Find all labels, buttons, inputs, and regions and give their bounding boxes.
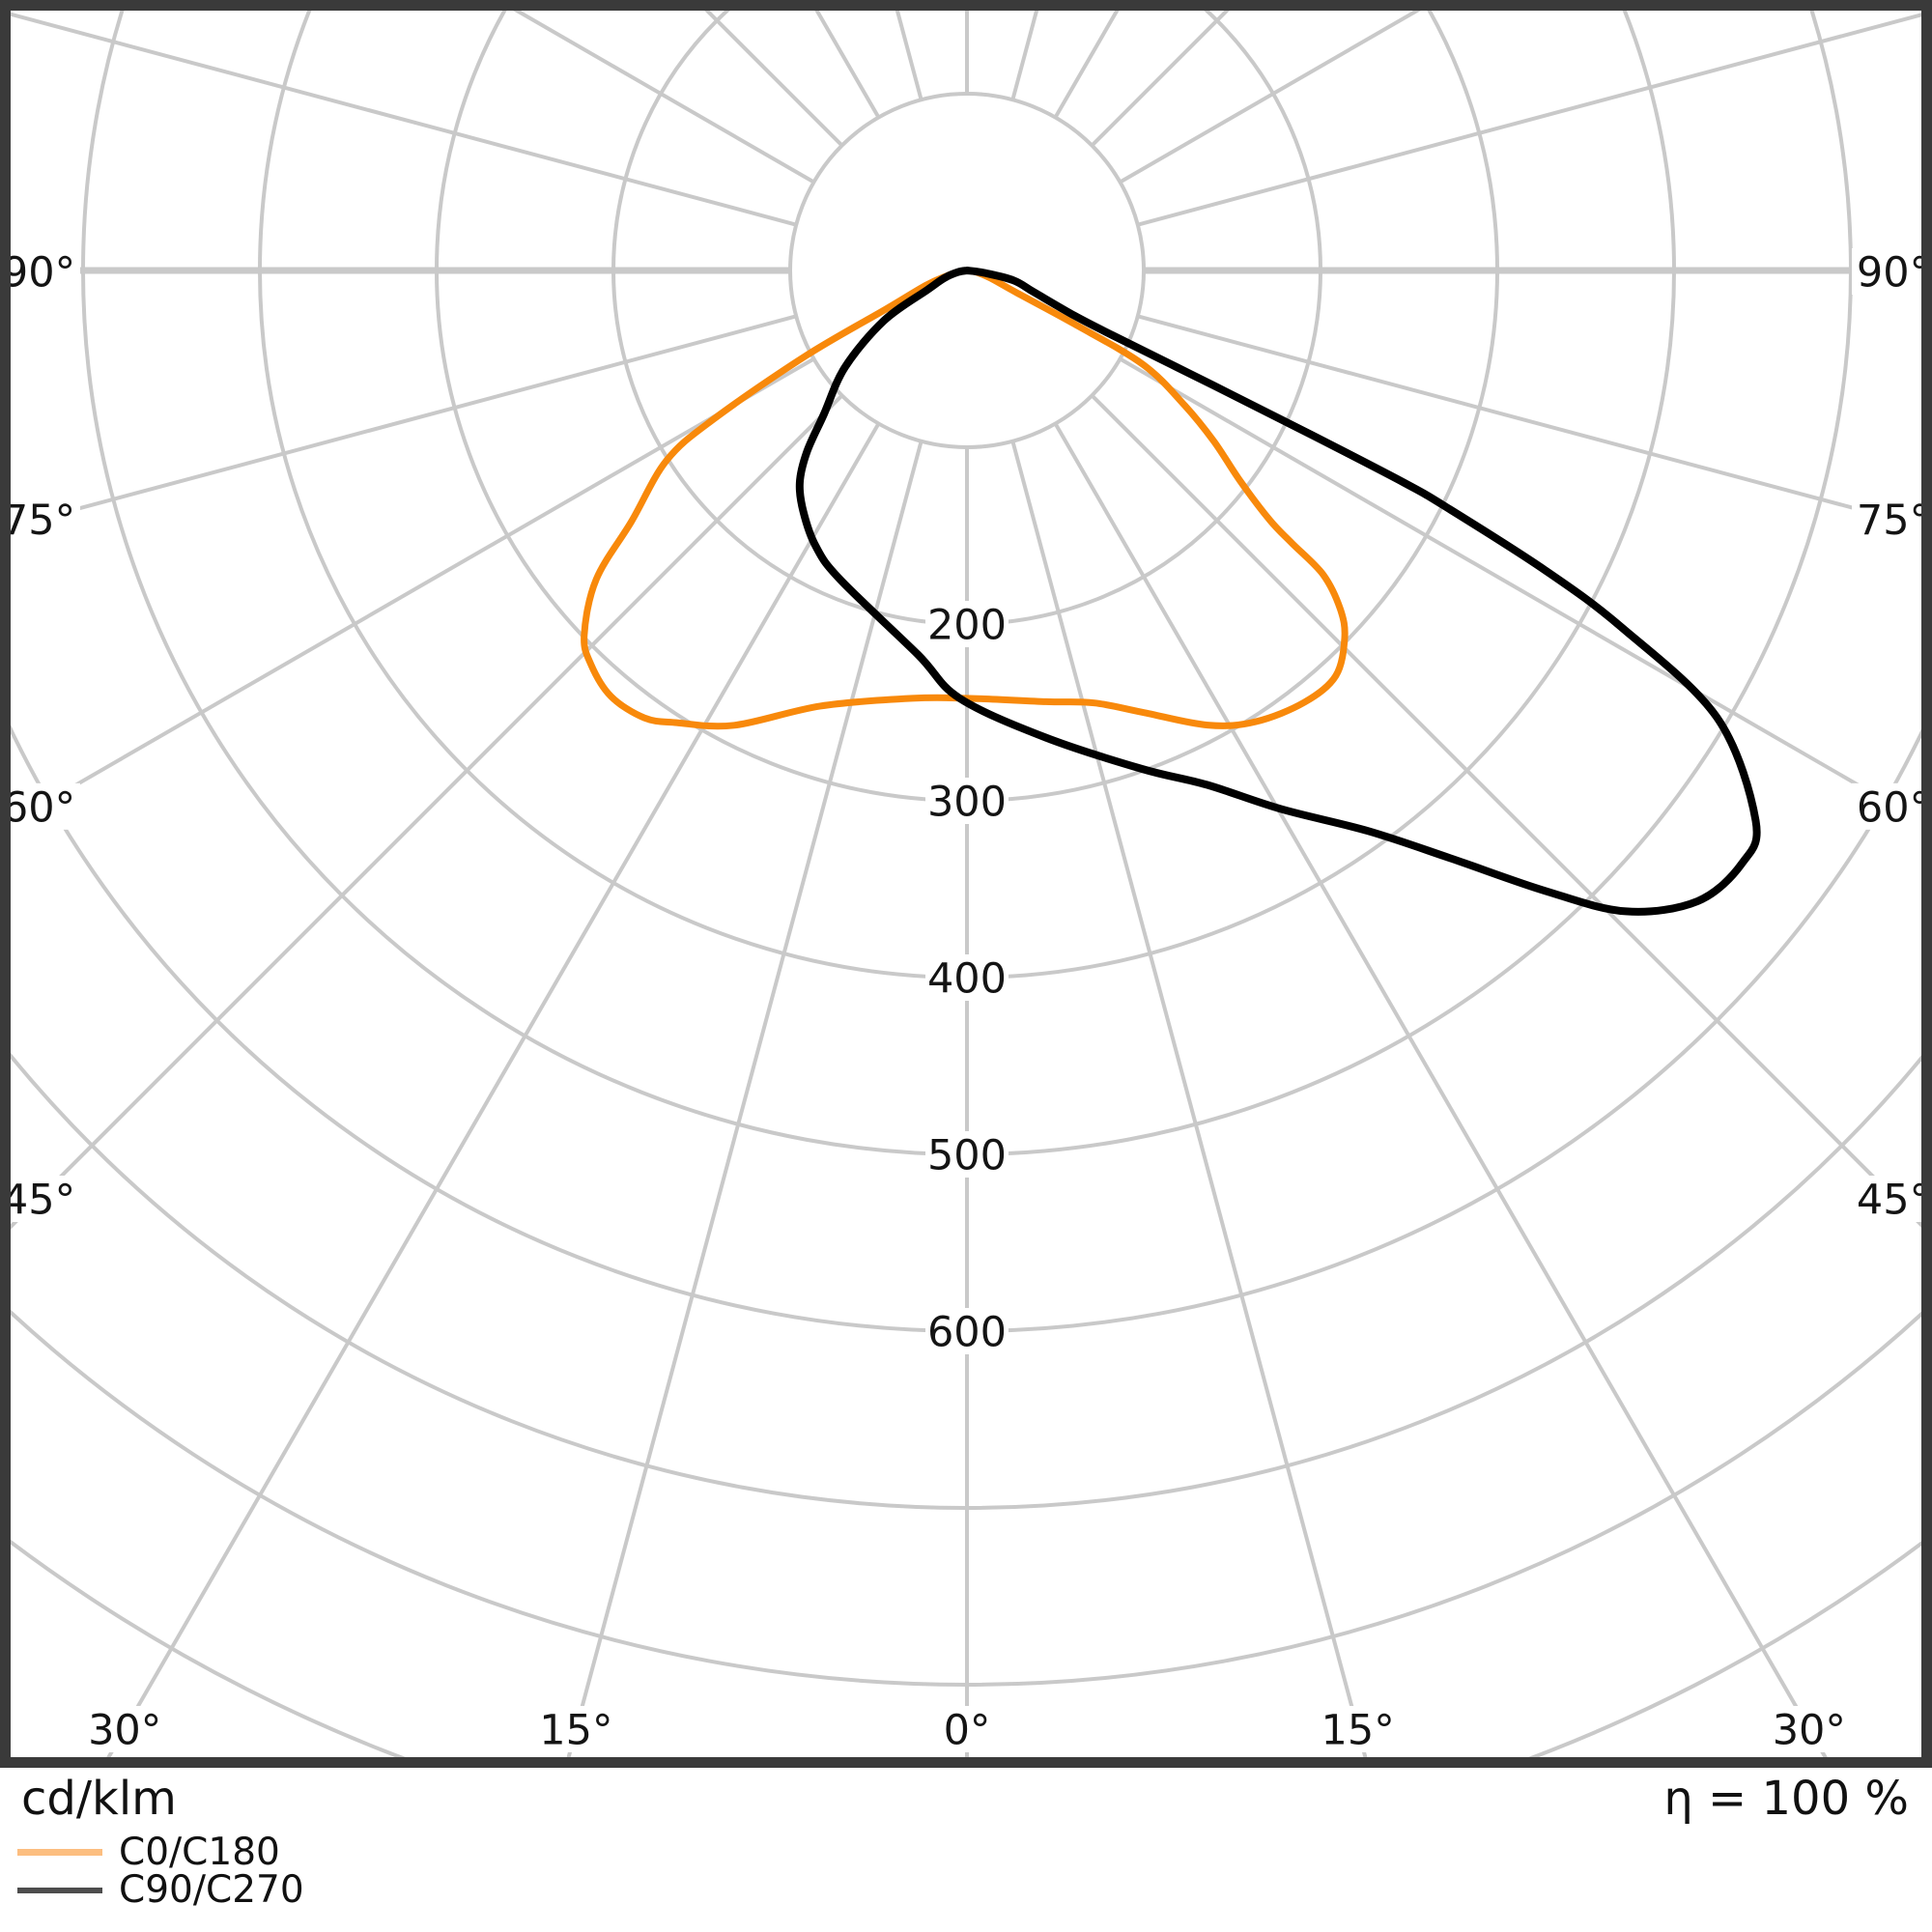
footer-row: cd/klm η = 100 % — [0, 1772, 1932, 1826]
radial-tick-label-bg — [925, 601, 1009, 647]
tick-labels: 200 300 400 500 600 90° 90° 75° 75° 60° 60° 45° 45° 3… — [0, 248, 1932, 1754]
angle-label-right-bg — [1852, 496, 1932, 543]
legend-row-c0-c180: C0/C180 — [17, 1833, 304, 1871]
radial-tick-label-bg — [925, 1131, 1009, 1178]
radial-tick-label-bg — [925, 778, 1009, 824]
angle-label-left-bg — [0, 248, 80, 295]
c0-c180-curve — [581, 267, 1349, 730]
angle-label-bottom-bg — [1316, 1706, 1400, 1752]
intensity-curves — [581, 267, 1761, 916]
legend: C0/C180 C90/C270 — [17, 1833, 304, 1909]
radial-tick-label: 500 — [927, 1131, 1007, 1179]
efficiency-label: η = 100 % — [1663, 1772, 1909, 1826]
angle-label-right-bg — [1852, 248, 1932, 295]
angle-label-left-bg — [0, 496, 80, 543]
angle-label-left-bg — [0, 782, 80, 830]
c0-c180-line-swatch — [17, 1849, 102, 1856]
angle-label-right: 45° — [1857, 1176, 1930, 1224]
legend-row-c90-c270: C90/C270 — [17, 1871, 304, 1909]
angle-label-bottom: 15° — [1321, 1706, 1394, 1754]
radial-tick-label: 200 — [927, 601, 1007, 649]
radial-tick-label-bg — [925, 1308, 1009, 1354]
angle-label-bottom-bg — [534, 1706, 618, 1752]
c90-c270-legend-label: C90/C270 — [119, 1868, 304, 1912]
radial-tick-label: 400 — [927, 954, 1007, 1003]
c90-c270-line-swatch — [17, 1887, 102, 1893]
angle-label-left: 75° — [2, 497, 75, 545]
angle-label-left: 60° — [2, 783, 75, 832]
angle-label-bottom-bg — [937, 1706, 997, 1752]
radial-tick-label-bg — [925, 954, 1009, 1001]
angle-label-right: 90° — [1857, 248, 1930, 297]
angle-label-right-bg — [1852, 782, 1932, 830]
angle-label-bottom: 15° — [539, 1706, 612, 1754]
angle-label-right-bg — [1852, 1176, 1932, 1222]
angle-label-bottom-bg — [83, 1706, 167, 1752]
c90-c270-curve — [795, 267, 1761, 916]
angle-label-right: 75° — [1857, 497, 1930, 545]
radial-tick-label: 300 — [927, 778, 1007, 826]
angle-label-right: 60° — [1857, 783, 1930, 832]
angle-label-bottom: 30° — [1773, 1706, 1846, 1754]
radial-tick-label: 600 — [927, 1308, 1007, 1356]
c0-c180-legend-label: C0/C180 — [119, 1831, 280, 1874]
plot-frame — [0, 0, 1932, 1768]
units-label: cd/klm — [21, 1772, 177, 1826]
angle-label-left-bg — [0, 1176, 80, 1222]
angle-label-bottom-bg — [1767, 1706, 1851, 1752]
angle-label-bottom: 30° — [88, 1706, 161, 1754]
angle-label-bottom: 0° — [944, 1706, 991, 1754]
angle-label-left: 90° — [2, 248, 75, 297]
angle-label-left: 45° — [2, 1176, 75, 1224]
